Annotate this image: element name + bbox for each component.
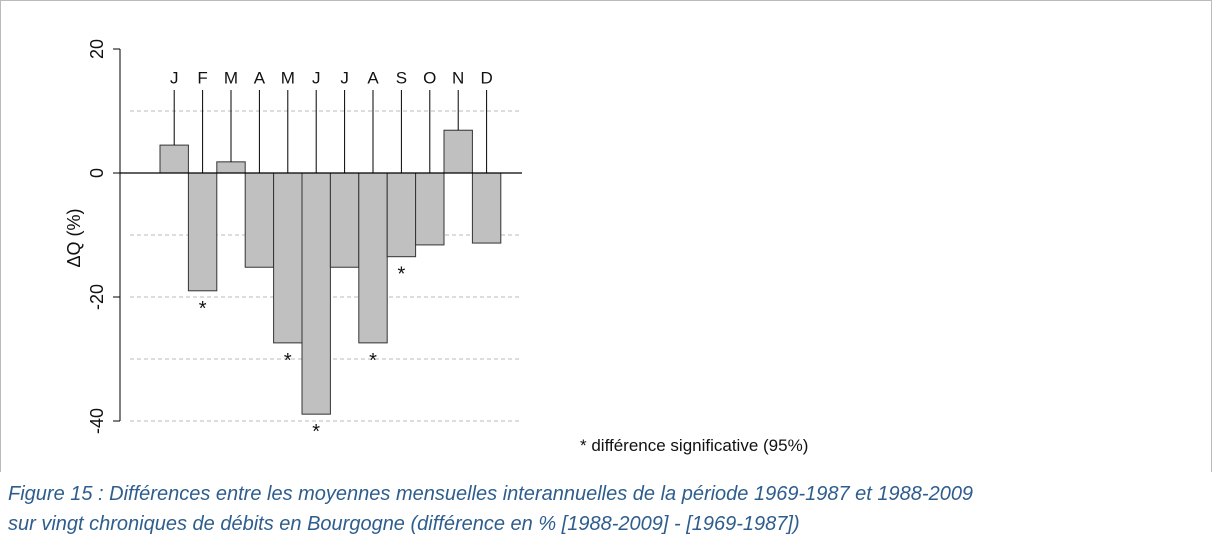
month-label: M	[281, 68, 295, 87]
significance-note: * différence significative (95%)	[580, 436, 808, 455]
bar	[273, 172, 303, 344]
significance-marker: *	[284, 350, 292, 372]
bar	[358, 172, 388, 344]
bar	[301, 172, 331, 415]
y-tick-label: 20	[87, 39, 107, 59]
significance-marker: *	[398, 264, 406, 286]
month-label: O	[423, 68, 436, 87]
bar	[159, 144, 189, 174]
bar	[244, 172, 275, 268]
y-tick-label: -20	[87, 284, 107, 310]
month-label: M	[224, 68, 238, 87]
caption-line: Figure 15 : Différences entre les moyenn…	[8, 483, 973, 505]
significance-marker: *	[312, 421, 320, 443]
y-tick-label: 0	[87, 168, 107, 178]
month-label: J	[312, 68, 321, 87]
month-label: N	[452, 68, 464, 87]
y-tick-label: -40	[87, 408, 107, 434]
bar	[329, 172, 360, 268]
bar	[216, 161, 246, 174]
bar	[471, 172, 502, 244]
figure-border	[0, 0, 1212, 472]
month-label: A	[367, 68, 379, 87]
month-label: J	[340, 68, 349, 87]
y-axis-label: ΔQ (%)	[64, 208, 84, 267]
significance-marker: *	[199, 298, 207, 320]
bar	[187, 172, 218, 292]
month-label: J	[170, 68, 179, 87]
bar	[415, 172, 445, 246]
month-label: S	[396, 68, 407, 87]
month-label: F	[197, 68, 207, 87]
significance-marker: *	[369, 350, 377, 372]
month-label: A	[254, 68, 266, 87]
caption-line: sur vingt chroniques de débits en Bourgo…	[8, 513, 800, 535]
bar	[386, 172, 417, 258]
bar	[443, 129, 473, 174]
month-label: D	[480, 68, 492, 87]
